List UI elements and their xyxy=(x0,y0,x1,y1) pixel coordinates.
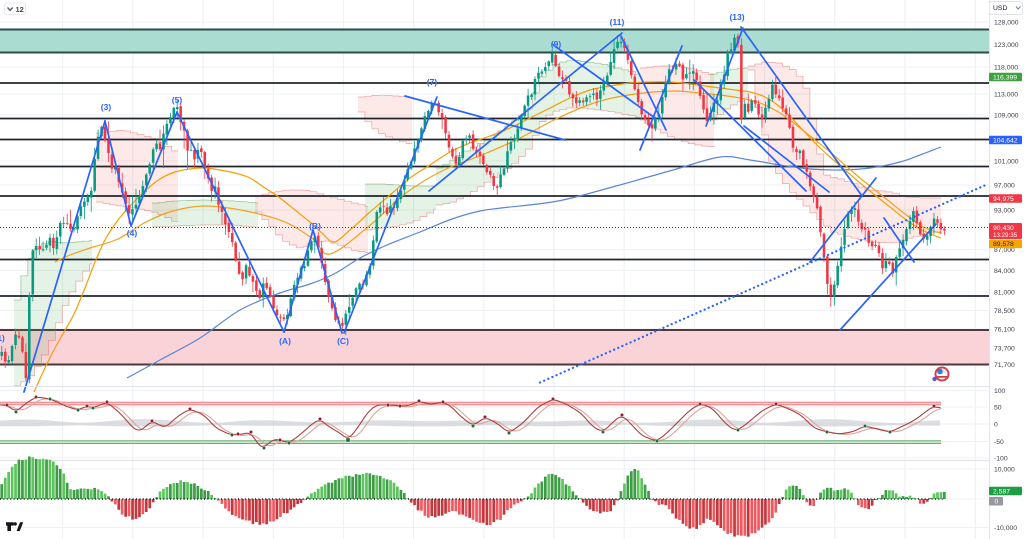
svg-text:(7): (7) xyxy=(427,77,438,87)
svg-text:(B): (B) xyxy=(309,221,321,231)
svg-text:(13): (13) xyxy=(729,12,744,22)
svg-text:104,642: 104,642 xyxy=(993,137,1018,144)
svg-text:128,000: 128,000 xyxy=(994,19,1019,26)
svg-text:0: 0 xyxy=(994,421,998,428)
svg-text:(4): (4) xyxy=(127,228,138,238)
svg-text:73,700: 73,700 xyxy=(994,345,1015,352)
svg-text:(A): (A) xyxy=(279,336,291,346)
svg-text:(B): (B) xyxy=(309,221,321,231)
svg-text:13:29:35: 13:29:35 xyxy=(993,232,1018,239)
svg-text:118,000: 118,000 xyxy=(994,64,1018,71)
svg-text:(C): (C) xyxy=(337,336,349,346)
svg-text:109,000: 109,000 xyxy=(994,112,1019,119)
svg-text:(3): (3) xyxy=(101,102,112,112)
svg-text:12: 12 xyxy=(16,5,24,14)
svg-text:90,430: 90,430 xyxy=(993,225,1014,232)
svg-text:78,500: 78,500 xyxy=(994,308,1015,315)
svg-text:1): 1) xyxy=(0,333,5,343)
svg-text:84,000: 84,000 xyxy=(994,268,1015,275)
svg-text:USD: USD xyxy=(993,5,1007,12)
svg-text:(5): (5) xyxy=(172,95,183,105)
svg-text:(5): (5) xyxy=(172,95,183,105)
svg-text:(11): (11) xyxy=(610,17,625,27)
svg-text:116,399: 116,399 xyxy=(993,74,1017,81)
svg-text:(7): (7) xyxy=(427,77,438,87)
svg-text:123,000: 123,000 xyxy=(994,42,1019,49)
svg-text:(9): (9) xyxy=(551,39,562,49)
svg-text:100: 100 xyxy=(994,388,1006,395)
svg-text:-50: -50 xyxy=(994,439,1004,446)
svg-text:(4): (4) xyxy=(127,228,138,238)
svg-text:10,000: 10,000 xyxy=(994,466,1015,473)
svg-text:101,000: 101,000 xyxy=(994,158,1019,165)
svg-text:(A): (A) xyxy=(279,336,291,346)
svg-text:81,000: 81,000 xyxy=(994,289,1015,296)
svg-text:97,000: 97,000 xyxy=(994,182,1015,189)
svg-text:(3): (3) xyxy=(101,102,112,112)
svg-text:-100: -100 xyxy=(994,455,1008,462)
svg-text:(9): (9) xyxy=(551,39,562,49)
svg-text:71,700: 71,700 xyxy=(994,362,1015,369)
svg-text:87,000: 87,000 xyxy=(994,247,1015,254)
svg-text:(C): (C) xyxy=(337,336,349,346)
svg-text:2,587: 2,587 xyxy=(993,488,1010,495)
svg-text:93,000: 93,000 xyxy=(994,207,1015,214)
svg-text:50: 50 xyxy=(994,404,1002,411)
svg-text:(11): (11) xyxy=(610,17,625,27)
svg-text:0: 0 xyxy=(995,498,999,505)
svg-text:-10,000: -10,000 xyxy=(994,525,1017,532)
svg-text:113,000: 113,000 xyxy=(994,91,1018,98)
svg-text:76,100: 76,100 xyxy=(994,326,1015,333)
svg-text:94,975: 94,975 xyxy=(993,196,1014,203)
svg-text:1): 1) xyxy=(0,333,5,343)
svg-text:(13): (13) xyxy=(729,12,744,22)
svg-text:89,578: 89,578 xyxy=(993,241,1014,248)
